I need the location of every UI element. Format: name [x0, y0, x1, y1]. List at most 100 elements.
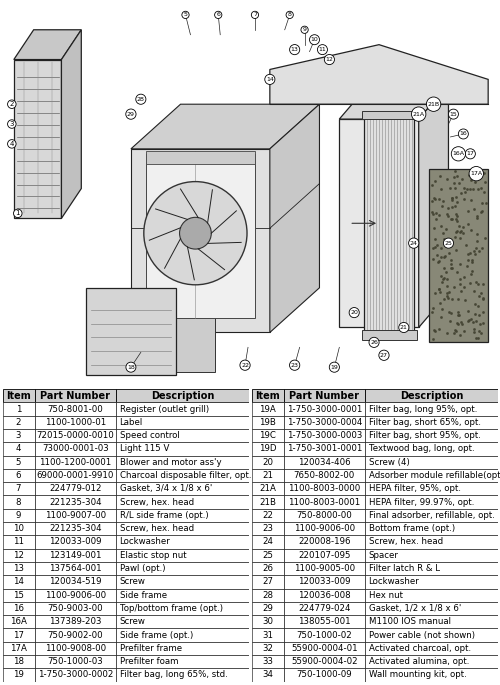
- Bar: [116, 389, 249, 402]
- Text: 1100-9006-00: 1100-9006-00: [44, 590, 106, 599]
- Bar: [2, 469, 34, 482]
- Text: Light 115 V: Light 115 V: [120, 445, 169, 453]
- Text: Wall mounting kit, opt.: Wall mounting kit, opt.: [368, 671, 466, 680]
- Point: [440, 234, 448, 245]
- Bar: [365, 642, 498, 655]
- Bar: [252, 402, 284, 416]
- Bar: [2, 482, 34, 495]
- Text: 11: 11: [318, 47, 326, 52]
- Polygon shape: [270, 104, 320, 332]
- Text: 123149-001: 123149-001: [49, 551, 102, 560]
- Bar: [116, 562, 249, 575]
- Text: 19C: 19C: [259, 431, 276, 440]
- Bar: [365, 429, 498, 443]
- Bar: [2, 429, 34, 443]
- Text: 17: 17: [13, 630, 24, 640]
- Bar: [2, 509, 34, 522]
- Text: 17: 17: [466, 151, 474, 156]
- Point: [464, 254, 472, 265]
- Point: [428, 179, 436, 190]
- Text: Top/bottom frame (opt.): Top/bottom frame (opt.): [120, 604, 222, 613]
- Point: [458, 173, 466, 184]
- Bar: [2, 615, 34, 628]
- Point: [470, 245, 478, 256]
- Point: [481, 232, 489, 243]
- Text: Filter bag, long 65%, std.: Filter bag, long 65%, std.: [120, 671, 228, 680]
- Bar: [365, 615, 498, 628]
- Point: [437, 184, 445, 195]
- Bar: [2, 549, 34, 562]
- Point: [468, 269, 475, 279]
- Text: 1100-8003-0000: 1100-8003-0000: [288, 484, 360, 493]
- Text: 10: 10: [13, 524, 24, 533]
- Polygon shape: [340, 119, 418, 327]
- Bar: [252, 655, 284, 669]
- Text: 10: 10: [310, 37, 318, 42]
- Point: [476, 245, 484, 256]
- Point: [442, 274, 450, 285]
- Text: 20: 20: [350, 310, 358, 315]
- Point: [432, 288, 440, 299]
- Text: 1-750-3001-0001: 1-750-3001-0001: [286, 445, 362, 453]
- Text: 30: 30: [262, 617, 273, 626]
- Point: [448, 258, 456, 269]
- Bar: [116, 429, 249, 443]
- Text: Screw (4): Screw (4): [368, 458, 410, 466]
- Point: [453, 171, 461, 182]
- Text: 73000-0001-03: 73000-0001-03: [42, 445, 108, 453]
- Text: 750-8000-00: 750-8000-00: [296, 511, 352, 520]
- Text: 137389-203: 137389-203: [49, 617, 102, 626]
- Text: 1-750-3000-0004: 1-750-3000-0004: [286, 418, 362, 427]
- Point: [448, 201, 456, 212]
- Bar: [365, 402, 498, 416]
- Point: [474, 236, 482, 247]
- Point: [451, 200, 459, 211]
- Text: 750-9003-00: 750-9003-00: [48, 604, 103, 613]
- Point: [452, 325, 460, 336]
- Point: [482, 198, 490, 209]
- Text: 23: 23: [290, 362, 298, 368]
- Point: [452, 227, 460, 238]
- Bar: [34, 628, 116, 642]
- Polygon shape: [340, 84, 448, 119]
- Text: 17A: 17A: [470, 171, 482, 176]
- Point: [430, 192, 438, 203]
- Point: [442, 290, 450, 301]
- Text: Side frame: Side frame: [120, 590, 166, 599]
- Text: Bottom frame (opt.): Bottom frame (opt.): [368, 524, 454, 533]
- Polygon shape: [418, 84, 448, 327]
- Point: [430, 193, 438, 204]
- Text: 1100-9006-00: 1100-9006-00: [294, 524, 355, 533]
- Bar: [34, 655, 116, 669]
- Point: [477, 327, 485, 338]
- Point: [472, 173, 480, 184]
- Text: 4: 4: [16, 445, 22, 453]
- Text: Description: Description: [400, 390, 463, 401]
- Point: [429, 209, 437, 220]
- Bar: [34, 482, 116, 495]
- Text: 1100-8003-0001: 1100-8003-0001: [288, 497, 360, 507]
- Point: [450, 282, 458, 292]
- Text: 14: 14: [266, 77, 274, 82]
- Text: 25: 25: [444, 240, 452, 246]
- Bar: [365, 588, 498, 602]
- Point: [429, 302, 437, 313]
- Point: [438, 200, 446, 211]
- Bar: [34, 456, 116, 469]
- Point: [452, 245, 460, 256]
- Text: 1100-1000-01: 1100-1000-01: [44, 418, 106, 427]
- Point: [448, 308, 456, 319]
- Polygon shape: [62, 29, 82, 219]
- Point: [474, 278, 482, 289]
- Text: Register (outlet grill): Register (outlet grill): [120, 405, 208, 414]
- Point: [444, 327, 452, 338]
- Bar: [252, 628, 284, 642]
- Text: 138055-001: 138055-001: [298, 617, 350, 626]
- Bar: [34, 389, 116, 402]
- Bar: [284, 562, 365, 575]
- Text: Filter latch R & L: Filter latch R & L: [368, 564, 440, 573]
- Text: 16: 16: [460, 132, 467, 136]
- Text: 22: 22: [241, 362, 249, 368]
- Bar: [365, 562, 498, 575]
- Bar: [34, 669, 116, 682]
